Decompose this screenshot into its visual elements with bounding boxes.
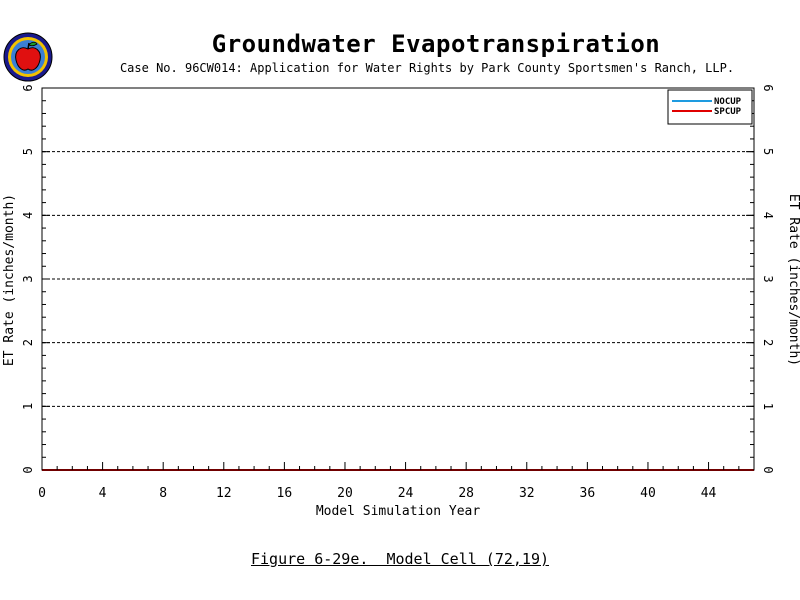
x-tick-label: 12 bbox=[216, 486, 232, 501]
y-tick-label-left: 2 bbox=[21, 339, 35, 346]
y-axis-label-right: ET Rate (inches/month) bbox=[786, 194, 800, 366]
chart-title: Groundwater Evapotranspiration bbox=[211, 30, 661, 58]
x-tick-label: 32 bbox=[519, 486, 535, 501]
legend-label-spcup: SPCUP bbox=[714, 107, 742, 117]
legend-box bbox=[667, 89, 753, 125]
y-tick-label-right: 6 bbox=[761, 84, 775, 91]
x-tick-label: 16 bbox=[277, 486, 293, 501]
y-tick-label-right: 3 bbox=[761, 275, 775, 282]
y-tick-label-left: 1 bbox=[21, 403, 35, 410]
figure-caption-text: Figure 6-29e. Model Cell (72,19) bbox=[250, 550, 549, 568]
y-tick-label-right: 2 bbox=[761, 339, 775, 346]
x-axis-label: Model Simulation Year bbox=[316, 504, 481, 519]
x-tick-label: 20 bbox=[337, 486, 353, 501]
y-tick-label-left: 4 bbox=[21, 212, 35, 219]
y-tick-label-left: 5 bbox=[21, 148, 35, 155]
x-tick-label: 24 bbox=[398, 486, 414, 501]
y-tick-label-right: 0 bbox=[761, 466, 775, 473]
y-tick-label-left: 0 bbox=[21, 466, 35, 473]
y-tick-label-left: 3 bbox=[21, 275, 35, 282]
x-tick-label: 44 bbox=[701, 486, 717, 501]
y-tick-label-right: 5 bbox=[761, 148, 775, 155]
x-tick-label: 8 bbox=[159, 486, 167, 501]
chart-subtitle: Case No. 96CW014: Application for Water … bbox=[119, 61, 735, 75]
legend-label-nocup: NOCUP bbox=[714, 97, 742, 107]
figure-caption: Figure 6-29e. Model Cell (72,19) bbox=[0, 550, 800, 568]
y-axis-label-left: ET Rate (inches/month) bbox=[2, 194, 17, 366]
x-tick-label: 40 bbox=[640, 486, 656, 501]
apple-seal-icon bbox=[3, 32, 53, 82]
y-tick-label-right: 1 bbox=[761, 403, 775, 410]
x-tick-label: 0 bbox=[38, 486, 46, 501]
x-tick-label: 4 bbox=[99, 486, 107, 501]
y-tick-label-right: 4 bbox=[761, 212, 775, 219]
y-tick-label-left: 6 bbox=[21, 84, 35, 91]
x-tick-label: 36 bbox=[580, 486, 596, 501]
x-tick-label: 28 bbox=[458, 486, 474, 501]
